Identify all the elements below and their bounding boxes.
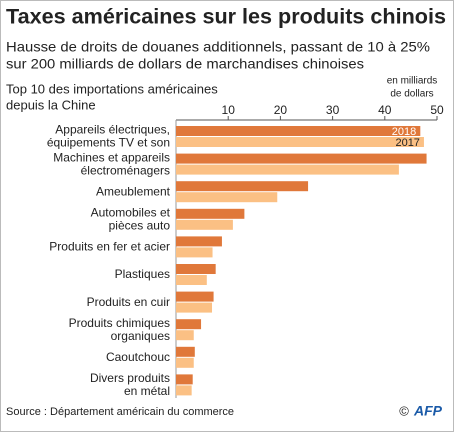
unit-label: de dollars bbox=[390, 89, 433, 100]
category-label: Automobiles et bbox=[91, 205, 171, 219]
bar bbox=[176, 302, 213, 313]
logo: AFP bbox=[413, 403, 443, 419]
category-label: Ameublement bbox=[96, 184, 171, 198]
x-tick-label: 40 bbox=[378, 103, 392, 117]
bar bbox=[176, 126, 421, 136]
bar bbox=[176, 385, 192, 396]
category-label: Divers produits bbox=[90, 371, 170, 385]
bar bbox=[176, 275, 207, 285]
bar bbox=[176, 330, 194, 341]
bar bbox=[176, 291, 214, 302]
bar bbox=[176, 319, 202, 330]
bar bbox=[176, 374, 193, 385]
category-label: équipements TV et son bbox=[47, 136, 170, 150]
bar bbox=[176, 357, 194, 368]
bar bbox=[176, 208, 245, 219]
x-tick-label: 10 bbox=[222, 103, 236, 117]
source: Source : Département américain du commer… bbox=[6, 406, 234, 418]
subtitle: sur 200 milliards de dollars de marchand… bbox=[6, 56, 364, 72]
bar bbox=[176, 236, 222, 247]
bar bbox=[176, 153, 427, 164]
category-label: Plastiques bbox=[115, 267, 170, 281]
legend-label: 2017 bbox=[395, 137, 419, 149]
bar bbox=[176, 264, 216, 274]
bar bbox=[176, 164, 399, 175]
subtitle: Hausse de droits de douanes additionnels… bbox=[6, 39, 430, 55]
category-label: organiques bbox=[111, 329, 170, 343]
category-label: électroménagers bbox=[81, 163, 170, 177]
credit: © bbox=[399, 403, 409, 418]
category-label: Produits en cuir bbox=[87, 295, 170, 309]
category-label: Produits en fer et acier bbox=[49, 240, 170, 254]
legend-label: 2018 bbox=[392, 126, 416, 138]
bar bbox=[176, 247, 213, 258]
bar bbox=[176, 137, 424, 147]
x-tick-label: 50 bbox=[430, 103, 444, 117]
category-label: pièces auto bbox=[109, 218, 171, 232]
x-tick-label: 20 bbox=[274, 103, 288, 117]
category-label: en métal bbox=[124, 384, 170, 398]
chart-title: Taxes américaines sur les produits chino… bbox=[6, 6, 446, 29]
category-label: Appareils électriques, bbox=[55, 123, 170, 137]
chart-subtitle: Top 10 des importations américaines bbox=[6, 81, 218, 96]
unit-label: en milliards bbox=[387, 76, 438, 87]
x-tick-label: 30 bbox=[326, 103, 340, 117]
bar bbox=[176, 192, 278, 203]
category-label: Caoutchouc bbox=[106, 350, 170, 364]
bar bbox=[176, 346, 195, 357]
bar bbox=[176, 219, 233, 230]
category-label: Produits chimiques bbox=[69, 316, 170, 330]
bar bbox=[176, 181, 309, 192]
category-label: Machines et appareils bbox=[53, 150, 170, 164]
chart-subtitle: depuis la Chine bbox=[6, 97, 96, 112]
